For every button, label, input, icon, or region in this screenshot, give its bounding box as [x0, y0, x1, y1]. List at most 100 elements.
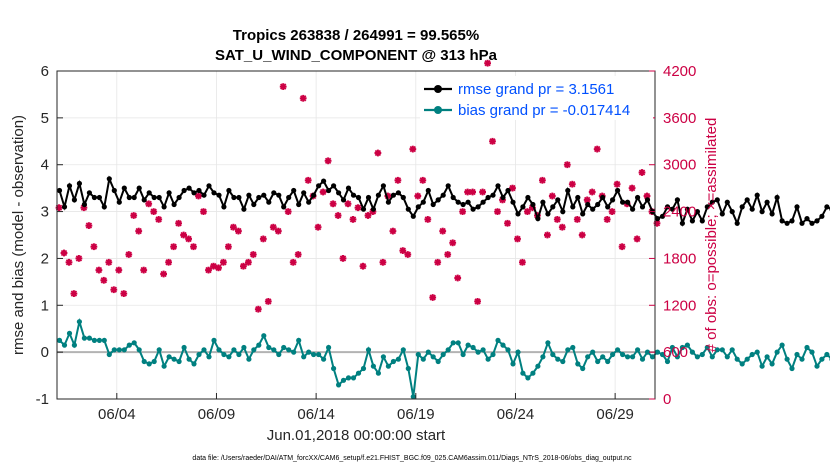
- chart-subtitle: SAT_U_WIND_COMPONENT @ 313 hPa: [215, 47, 498, 64]
- obs-series: [55, 59, 661, 313]
- obs-point-stroke: [374, 149, 382, 157]
- obs-point: [170, 243, 178, 251]
- legend: rmse grand pr = 3.1561 bias grand pr = -…: [420, 76, 653, 120]
- rmse-point: [714, 197, 720, 203]
- rmse-point: [674, 197, 681, 203]
- rmse-point: [595, 201, 601, 208]
- y-tick-label: 3: [41, 204, 49, 221]
- obs-point: [120, 290, 128, 298]
- obs-point: [399, 247, 407, 255]
- rmse-series: [56, 175, 830, 227]
- obs-point: [563, 161, 571, 169]
- obs-point: [424, 215, 432, 223]
- x-tick-label: 06/29: [596, 406, 634, 423]
- rmse-point: [370, 206, 376, 212]
- obs-point: [419, 176, 427, 184]
- y2-tick-label: 3600: [663, 110, 696, 127]
- rmse-point: [475, 204, 481, 210]
- obs-point-stroke: [524, 208, 531, 215]
- obs-point-stroke: [509, 184, 516, 192]
- bias-point: [405, 365, 411, 372]
- rmse-point: [799, 220, 805, 226]
- bias-point: [465, 342, 471, 348]
- obs-point-stroke: [280, 83, 287, 90]
- obs-point: [314, 223, 322, 231]
- rmse-point: [600, 194, 606, 201]
- bias-point: [111, 347, 117, 353]
- obs-point-stroke: [429, 294, 436, 301]
- rmse-point: [311, 192, 317, 198]
- y2-tick-label: 0: [663, 391, 671, 408]
- obs-point-stroke: [359, 263, 367, 270]
- y-axis-label: rmse and bias (model - observation): [10, 115, 27, 355]
- obs-point-stroke: [300, 95, 307, 102]
- rmse-point: [729, 209, 735, 215]
- obs-point: [583, 196, 591, 204]
- bias-point: [206, 354, 212, 360]
- obs-point: [544, 231, 551, 239]
- obs-point: [509, 184, 516, 192]
- obs-point-stroke: [165, 259, 172, 266]
- obs-point: [279, 83, 287, 90]
- rmse-point: [281, 204, 287, 210]
- rmse-point: [420, 199, 426, 205]
- obs-point: [299, 94, 307, 102]
- bias-point: [101, 337, 107, 343]
- rmse-point: [804, 216, 810, 222]
- obs-point-stroke: [399, 247, 406, 254]
- legend-box: [420, 76, 653, 120]
- obs-point-stroke: [519, 259, 526, 266]
- x-axis-label: Jun.01,2018 00:00:00 start: [267, 427, 446, 444]
- rmse-point: [151, 194, 157, 201]
- bias-point: [540, 354, 546, 360]
- obs-point: [249, 251, 257, 258]
- obs-point-stroke: [349, 216, 357, 223]
- obs-point-stroke: [444, 251, 451, 258]
- rmse-point: [385, 199, 391, 205]
- obs-point: [494, 208, 501, 216]
- bias-point: [221, 351, 227, 358]
- bias-point: [146, 361, 152, 367]
- obs-point: [484, 59, 492, 67]
- obs-point: [259, 235, 267, 243]
- obs-point-stroke: [150, 208, 157, 215]
- obs-point-stroke: [539, 177, 546, 184]
- obs-point: [284, 208, 292, 216]
- bias-point: [605, 358, 611, 365]
- bias-point: [430, 354, 436, 360]
- rmse-point: [620, 199, 626, 205]
- rmse-point: [560, 209, 566, 215]
- rmse-point: [76, 180, 82, 187]
- rmse-point: [56, 187, 63, 194]
- bias-point: [784, 356, 790, 362]
- bias-point: [684, 342, 691, 348]
- rmse-point: [410, 213, 416, 219]
- bias-point: [485, 356, 491, 362]
- rmse-point: [540, 199, 546, 205]
- rmse-point: [291, 187, 297, 194]
- obs-point-stroke: [409, 145, 416, 153]
- rmse-point: [694, 209, 701, 215]
- rmse-point: [784, 220, 790, 226]
- rmse-point: [739, 204, 745, 210]
- bias-point: [390, 358, 396, 365]
- obs-point-stroke: [643, 192, 651, 200]
- obs-point: [638, 169, 646, 176]
- rmse-point: [535, 216, 541, 222]
- obs-point: [289, 258, 297, 266]
- bias-point: [410, 394, 416, 400]
- rmse-point: [256, 194, 262, 201]
- obs-point-stroke: [265, 298, 272, 305]
- rmse-point: [326, 187, 332, 194]
- bias-point: [450, 340, 456, 346]
- obs-point-stroke: [260, 235, 267, 243]
- rmse-point: [316, 183, 322, 189]
- bias-point: [659, 351, 666, 358]
- obs-point: [224, 243, 232, 251]
- rmse-point: [186, 185, 192, 191]
- rmse-point: [236, 194, 242, 201]
- bias-point: [126, 342, 132, 348]
- obs-point-stroke: [285, 208, 292, 215]
- bias-point: [296, 337, 302, 343]
- obs-point: [359, 262, 367, 270]
